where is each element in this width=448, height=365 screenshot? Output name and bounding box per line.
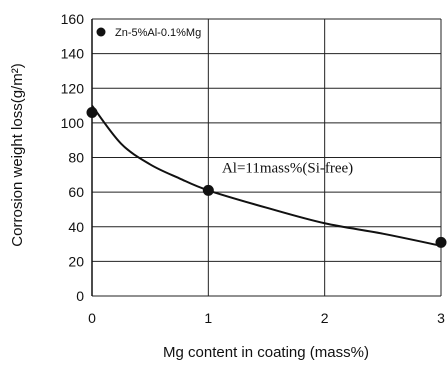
legend-label: Zn-5%Al-0.1%Mg xyxy=(115,27,201,39)
y-tick-label: 40 xyxy=(68,219,84,235)
grid xyxy=(91,18,442,297)
data-point xyxy=(435,236,447,248)
y-tick-label: 120 xyxy=(61,80,85,96)
legend-marker xyxy=(96,27,106,37)
y-tick-label: 100 xyxy=(61,115,85,131)
y-tick-label: 60 xyxy=(68,184,84,200)
data-points xyxy=(86,106,447,248)
y-axis-label: Corrosion weight loss(g/m²) xyxy=(9,63,26,246)
data-point xyxy=(86,106,98,118)
y-tick-label: 20 xyxy=(68,253,84,269)
x-tick-labels: 0 1 2 3 xyxy=(88,310,445,326)
data-point xyxy=(202,184,214,196)
x-tick-label: 3 xyxy=(437,310,445,326)
y-tick-label: 0 xyxy=(76,288,84,304)
y-tick-label: 80 xyxy=(68,150,84,166)
y-tick-label: 140 xyxy=(61,46,85,62)
x-axis-label: Mg content in coating (mass%) xyxy=(163,344,369,361)
y-tick-labels: 0 20 40 60 80 100 120 140 160 xyxy=(61,11,85,304)
annotation-label: Al=11mass%(Si-free) xyxy=(222,160,353,176)
y-tick-label: 160 xyxy=(61,11,85,27)
x-tick-label: 0 xyxy=(88,310,96,326)
x-tick-label: 2 xyxy=(321,310,329,326)
x-tick-label: 1 xyxy=(204,310,212,326)
